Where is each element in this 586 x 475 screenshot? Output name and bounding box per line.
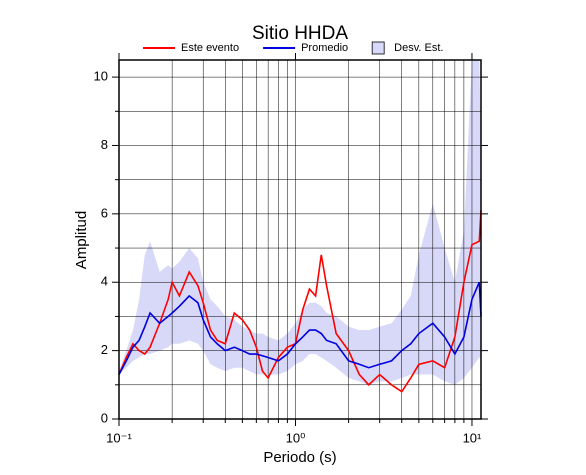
plot-area [119,60,481,385]
legend-label: Desv. Est. [394,42,443,54]
y-tick-label: 4 [101,274,108,289]
line-series [118,210,482,393]
y-tick-label: 6 [101,205,108,220]
std-band [119,60,481,385]
x-tick-label: 10⁻¹ [106,430,132,445]
legend-swatch [371,41,385,55]
y-axis-label: Amplitud [73,211,90,269]
line-series [118,281,482,375]
x-tick-label: 10¹ [463,430,482,445]
legend-label: Este evento [181,42,239,54]
chart-title: Sitio HHDA [252,23,348,44]
y-tick-label: 2 [101,342,108,357]
x-axis-label: Periodo (s) [263,449,336,466]
plot-frame [118,59,482,420]
legend-label: Promedio [301,42,348,54]
y-tick-label: 0 [101,410,108,425]
y-tick-label: 10 [94,69,108,84]
y-tick-label: 8 [101,137,108,152]
x-tick-label: 10⁰ [286,430,306,445]
